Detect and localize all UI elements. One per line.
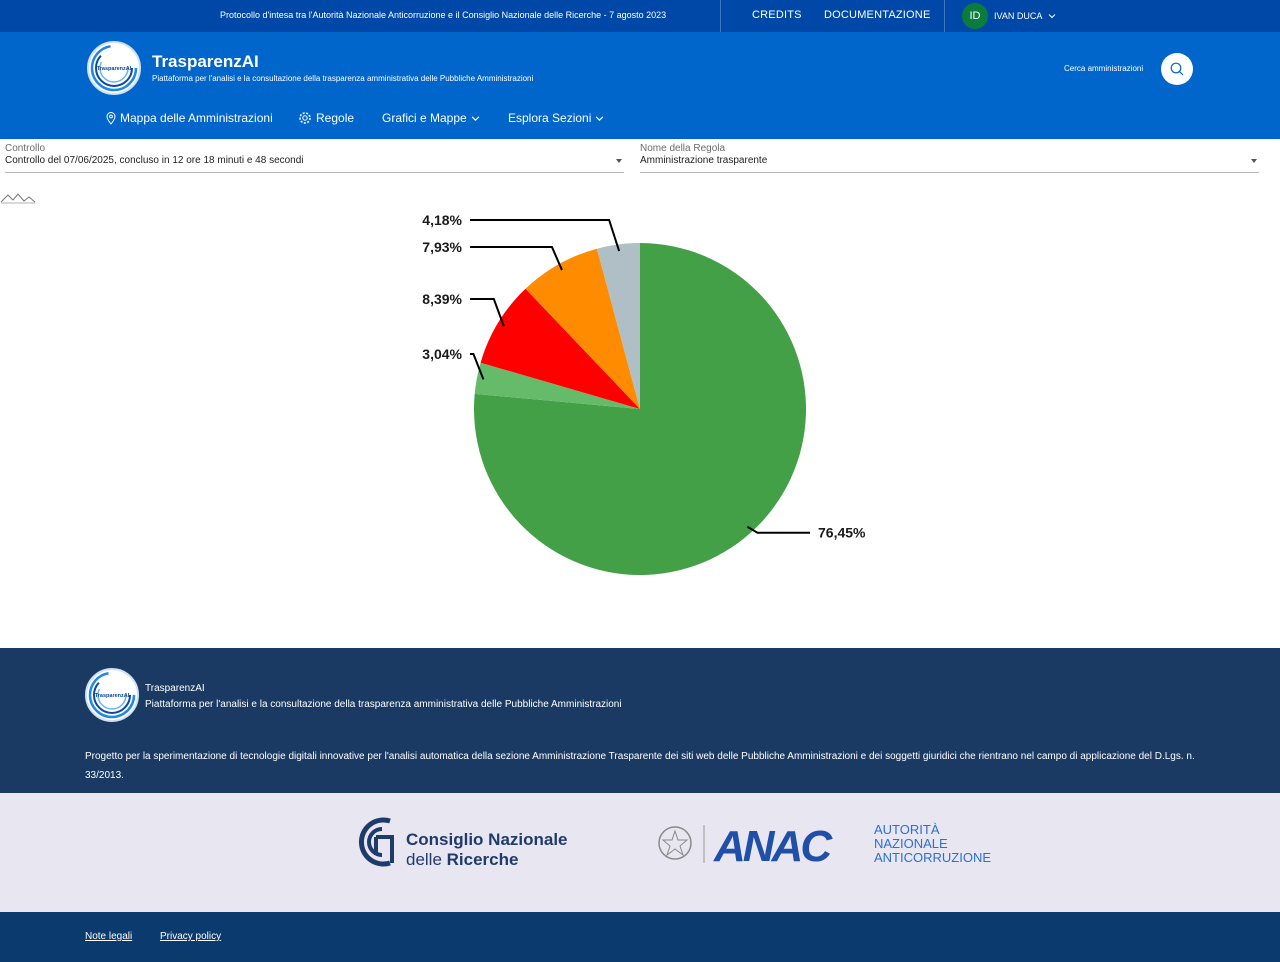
chart-area: 76,45% 3,04% 8,39% 7,93% 4,18% <box>0 192 1280 648</box>
divider <box>720 0 721 32</box>
label-leader-line <box>470 353 485 380</box>
pie-slice[interactable] <box>596 243 640 409</box>
nav-rules[interactable]: Regole <box>298 111 354 125</box>
control-value-text: Controllo del 07/06/2025, concluso in 12… <box>5 155 304 166</box>
nav-sections[interactable]: Esplora Sezioni <box>508 111 604 125</box>
footer-title: TrasparenzAI <box>145 683 205 694</box>
avatar: ID <box>962 3 988 29</box>
data-label: 4,18% <box>422 212 462 228</box>
rule-select[interactable]: Nome della Regola Amministrazione traspa… <box>640 143 1259 173</box>
footer-subtitle: Piattaforma per l'analisi e la consultaz… <box>145 699 622 710</box>
nav-map[interactable]: Mappa delle Amministrazioni <box>106 111 273 125</box>
partner-logos: Consiglio Nazionale delle Ricerche ANAC … <box>0 793 1280 912</box>
trasparenzai-logo-icon: TrasparenzAI <box>90 44 138 92</box>
logo-text: TrasparenzAI <box>95 693 130 699</box>
legal-notes-link[interactable]: Note legali <box>85 931 133 942</box>
anac-logo[interactable]: ANAC AUTORITÀ NAZIONALE ANTICORRUZIONE <box>713 822 991 871</box>
label-leader-line <box>746 525 810 534</box>
label-leader-line <box>470 219 621 252</box>
dropdown-caret-icon <box>1251 159 1257 163</box>
chart-watermark-icon <box>0 193 36 204</box>
dropdown-caret-icon <box>616 159 622 163</box>
documentation-link[interactable]: DOCUMENTAZIONE <box>824 9 931 21</box>
rule-value[interactable]: Amministrazione trasparente <box>640 155 1259 173</box>
nav-map-label: Mappa delle Amministrazioni <box>120 111 273 125</box>
nav-charts[interactable]: Grafici e Mappe <box>382 111 480 125</box>
cnr-line1: Consiglio Nazionale <box>406 830 568 849</box>
svg-text:delle Ricerche: delle Ricerche <box>406 850 518 869</box>
footer: TrasparenzAI TrasparenzAI Piattaforma pe… <box>0 648 1280 793</box>
bottom-bar: Note legali Privacy policy <box>0 912 1280 962</box>
site-logo[interactable]: TrasparenzAI <box>87 41 141 95</box>
credits-link[interactable]: CREDITS <box>752 9 802 21</box>
footer-description: Progetto per la sperimentazione di tecno… <box>85 751 1195 781</box>
site-subtitle: Piattaforma per l'analisi e la consultaz… <box>152 74 534 83</box>
map-pin-icon <box>106 111 116 125</box>
label-leader-line <box>470 298 505 327</box>
partner-logos-svg: Consiglio Nazionale delle Ricerche ANAC … <box>358 817 991 871</box>
search-icon <box>1170 62 1184 76</box>
nav-rules-label: Regole <box>316 111 355 125</box>
top-bar: Protocollo d'intesa tra l'Autorità Nazio… <box>0 0 1280 32</box>
data-label: 3,04% <box>422 346 462 362</box>
user-name: IVAN DUCA <box>994 11 1043 21</box>
control-label: Controllo <box>5 143 46 154</box>
anac-wordmark: ANAC <box>713 822 833 871</box>
filter-bar: Controllo Controllo del 07/06/2025, conc… <box>0 139 1280 192</box>
data-label: 7,93% <box>422 239 462 255</box>
user-menu[interactable]: ID IVAN DUCA <box>962 3 1056 29</box>
site-header: TrasparenzAI TrasparenzAI Piattaforma pe… <box>0 32 1280 139</box>
pie-slice[interactable] <box>474 362 640 409</box>
footer-logo: TrasparenzAI <box>85 668 139 722</box>
protocol-text: Protocollo d'intesa tra l'Autorità Nazio… <box>220 10 667 20</box>
control-value[interactable]: Controllo del 07/06/2025, concluso in 12… <box>5 155 624 173</box>
cnr-line2a: delle <box>406 850 447 869</box>
site-title[interactable]: TrasparenzAI <box>152 52 259 71</box>
data-label: 8,39% <box>422 291 462 307</box>
pie-slice[interactable] <box>480 288 640 409</box>
chevron-down-icon <box>596 115 604 121</box>
anac-line3: ANTICORRUZIONE <box>874 850 991 865</box>
divider <box>944 0 945 32</box>
cnr-line2b: Ricerche <box>447 850 519 869</box>
gear-icon <box>299 112 311 124</box>
label-leader-line <box>470 246 563 271</box>
search-label: Cerca amministrazioni <box>1064 64 1144 73</box>
chevron-down-icon <box>471 115 479 121</box>
pie-chart: 76,45% 3,04% 8,39% 7,93% 4,18% <box>422 212 866 575</box>
rule-label: Nome della Regola <box>640 143 726 154</box>
data-label: 76,45% <box>818 525 866 541</box>
nav-charts-label: Grafici e Mappe <box>382 111 467 125</box>
pie-slice[interactable] <box>525 248 640 409</box>
search-button[interactable] <box>1161 53 1193 85</box>
chevron-down-icon <box>1048 14 1056 19</box>
anac-line1: AUTORITÀ <box>874 822 940 837</box>
trasparenzai-logo-icon: TrasparenzAI <box>88 671 136 719</box>
cnr-logo[interactable]: Consiglio Nazionale delle Ricerche <box>358 817 568 869</box>
nav-sections-label: Esplora Sezioni <box>508 111 592 125</box>
rule-value-text: Amministrazione trasparente <box>640 155 768 166</box>
italian-emblem-icon <box>658 826 692 860</box>
privacy-policy-link[interactable]: Privacy policy <box>160 931 222 942</box>
control-select[interactable]: Controllo Controllo del 07/06/2025, conc… <box>5 143 624 173</box>
anac-line2: NAZIONALE <box>874 836 948 851</box>
logo-text: TrasparenzAI <box>97 66 132 72</box>
